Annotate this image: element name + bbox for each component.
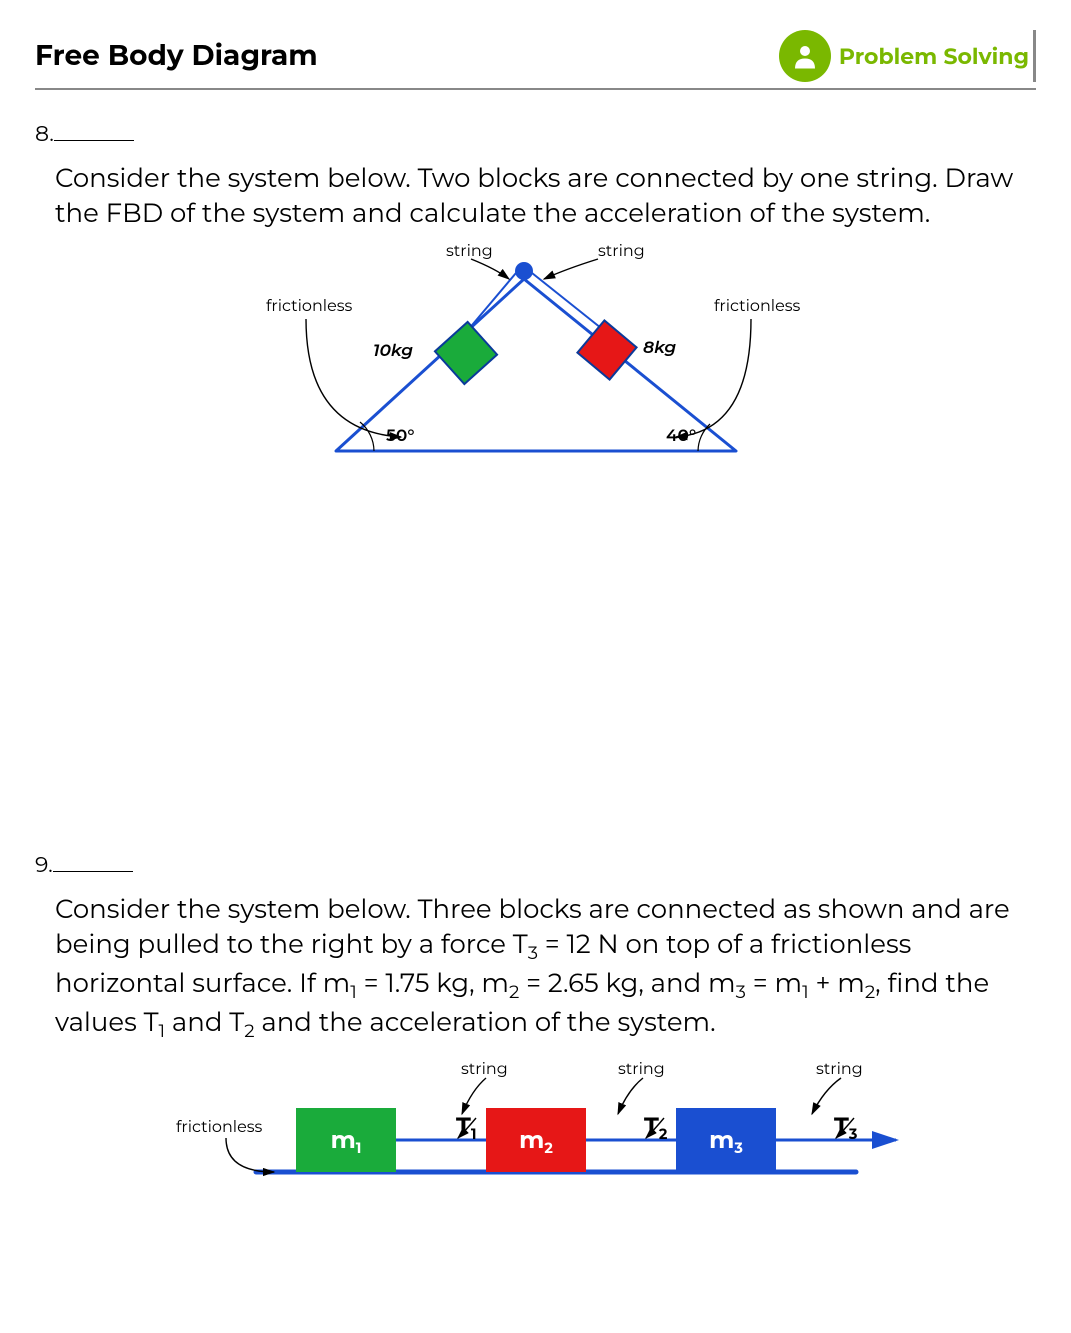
diagram-q8-incline: 50°40°10kg8kgstringstringfrictionlessfri… [246,241,826,491]
badge-label: Problem Solving [839,43,1029,70]
svg-text:T1: T1 [456,1112,477,1143]
svg-text:string: string [618,1060,665,1079]
question-8: 8. Consider the system below. Two blocks… [35,120,1036,491]
question-9: 9. Consider the system below. Three bloc… [35,851,1036,1193]
svg-text:string: string [598,242,645,261]
question-8-prompt: Consider the system below. Two blocks ar… [55,161,1036,231]
question-9-prompt: Consider the system below. Three blocks … [55,892,1036,1043]
svg-text:frictionless: frictionless [176,1118,263,1137]
badge-wrap: Problem Solving [779,30,1036,82]
question-number-9: 9. [35,851,1036,878]
svg-text:frictionless: frictionless [266,297,353,316]
question-number-8: 8. [35,120,1036,147]
svg-text:10kg: 10kg [372,341,412,361]
svg-text:frictionless: frictionless [714,297,801,316]
svg-text:string: string [816,1060,863,1079]
problem-solving-icon [779,30,831,82]
diagram-q9-blocks: m1m2m3T1T2T3frictionlessstringstringstri… [156,1054,916,1194]
qnum-9-text: 9. [35,851,53,878]
svg-text:8kg: 8kg [643,338,676,358]
svg-text:string: string [461,1060,508,1079]
page-title: Free Body Diagram [35,39,318,73]
svg-text:string: string [446,242,493,261]
page-header: Free Body Diagram Problem Solving [35,30,1036,90]
qnum-8-text: 8. [35,120,54,147]
